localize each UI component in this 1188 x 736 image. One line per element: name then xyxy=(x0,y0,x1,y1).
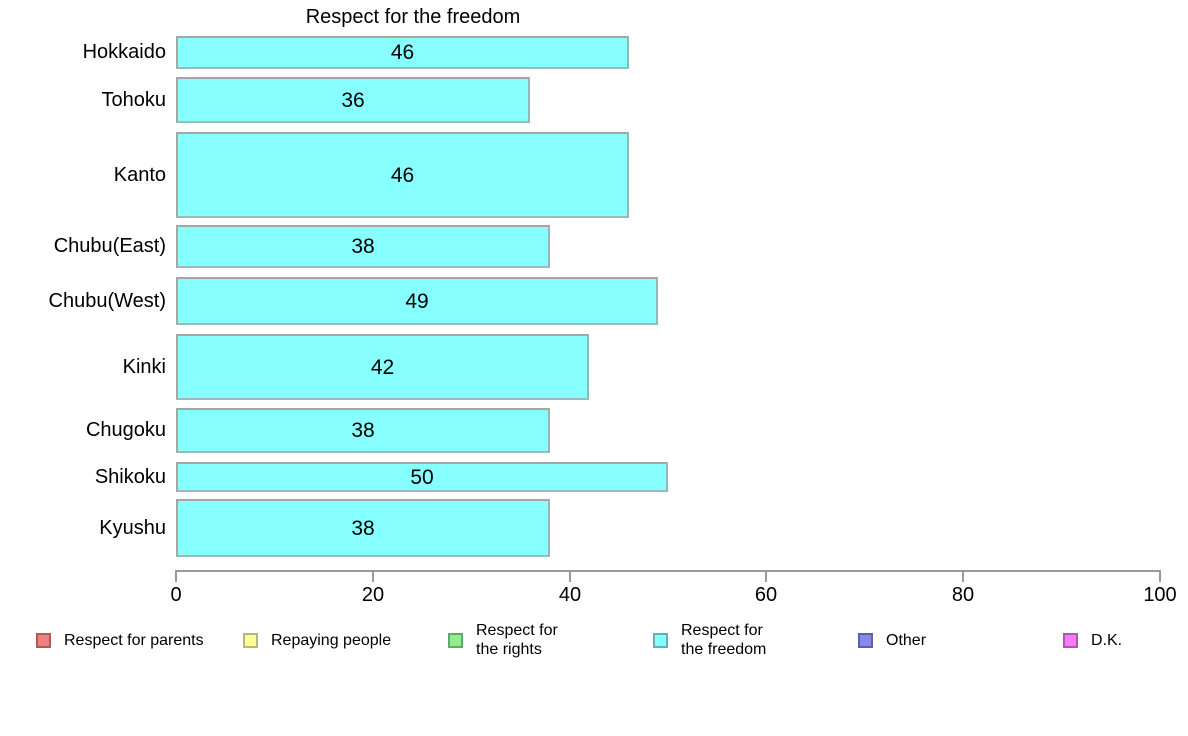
legend-label: Other xyxy=(886,631,927,649)
bar-kyushu: 38 xyxy=(176,499,550,557)
legend-swatch-icon xyxy=(858,632,873,648)
value-label: 42 xyxy=(370,355,395,379)
legend-swatch-icon xyxy=(243,632,258,648)
legend-label: D.K. xyxy=(1091,631,1123,649)
bar-chubu-west-: 49 xyxy=(176,277,658,325)
bar-chubu-east-: 38 xyxy=(176,225,550,268)
value-label: 38 xyxy=(351,419,375,442)
legend-swatch-icon xyxy=(448,632,463,648)
legend-item-other: Other xyxy=(858,620,926,660)
category-label-chubu-west-: Chubu(West) xyxy=(48,289,166,312)
x-tick-label: 60 xyxy=(754,584,778,606)
x-tick-mark xyxy=(1159,570,1161,582)
legend-item-respect-for-the-rights: Respect for the rights xyxy=(448,620,558,660)
bar-kanto: 46 xyxy=(176,132,629,218)
x-tick-label: 80 xyxy=(951,584,975,606)
bar-chugoku: 38 xyxy=(176,408,550,453)
legend-label: Repaying people xyxy=(271,631,392,649)
x-axis-line xyxy=(176,570,1160,572)
value-label: 46 xyxy=(390,163,415,187)
x-tick-label: 20 xyxy=(361,584,385,606)
category-label-kinki: Kinki xyxy=(122,355,166,378)
bar-kinki: 42 xyxy=(176,334,589,400)
bar-shikoku: 50 xyxy=(176,462,668,492)
value-label: 36 xyxy=(341,88,365,112)
legend-item-d-k: D.K. xyxy=(1063,620,1122,660)
chart-title: Respect for the freedom xyxy=(305,6,521,28)
category-label-kanto: Kanto xyxy=(113,163,166,186)
category-label-chugoku: Chugoku xyxy=(85,419,166,441)
x-tick-label: 100 xyxy=(1143,584,1177,606)
bar-hokkaido: 46 xyxy=(176,36,629,69)
category-label-shikoku: Shikoku xyxy=(94,465,166,488)
legend-item-respect-for-the-freedom: Respect for the freedom xyxy=(653,620,766,660)
category-label-hokkaido: Hokkaido xyxy=(82,41,166,63)
category-label-kyushu: Kyushu xyxy=(99,516,166,539)
legend-swatch-icon xyxy=(36,632,51,648)
legend-label: Respect for parents xyxy=(64,631,204,649)
x-tick-mark xyxy=(765,570,767,582)
x-tick-label: 40 xyxy=(558,584,582,606)
category-label-chubu-east-: Chubu(East) xyxy=(53,235,166,257)
legend-item-repaying-people: Repaying people xyxy=(243,620,391,660)
legend-label: Respect for the rights xyxy=(476,622,558,658)
category-label-tohoku: Tohoku xyxy=(101,88,167,111)
x-tick-label: 0 xyxy=(170,584,182,606)
x-tick-mark xyxy=(569,570,571,582)
x-tick-mark xyxy=(962,570,964,582)
value-label: 38 xyxy=(351,235,375,258)
legend-label: Respect for the freedom xyxy=(681,622,767,658)
value-label: 38 xyxy=(351,516,375,540)
value-label: 46 xyxy=(390,41,415,64)
value-label: 49 xyxy=(405,289,429,313)
x-tick-mark xyxy=(175,570,177,582)
value-label: 50 xyxy=(410,465,434,489)
x-tick-mark xyxy=(372,570,374,582)
legend-item-respect-for-parents: Respect for parents xyxy=(36,620,204,660)
legend-swatch-icon xyxy=(1063,632,1078,648)
bar-tohoku: 36 xyxy=(176,77,530,123)
legend-swatch-icon xyxy=(653,632,668,648)
